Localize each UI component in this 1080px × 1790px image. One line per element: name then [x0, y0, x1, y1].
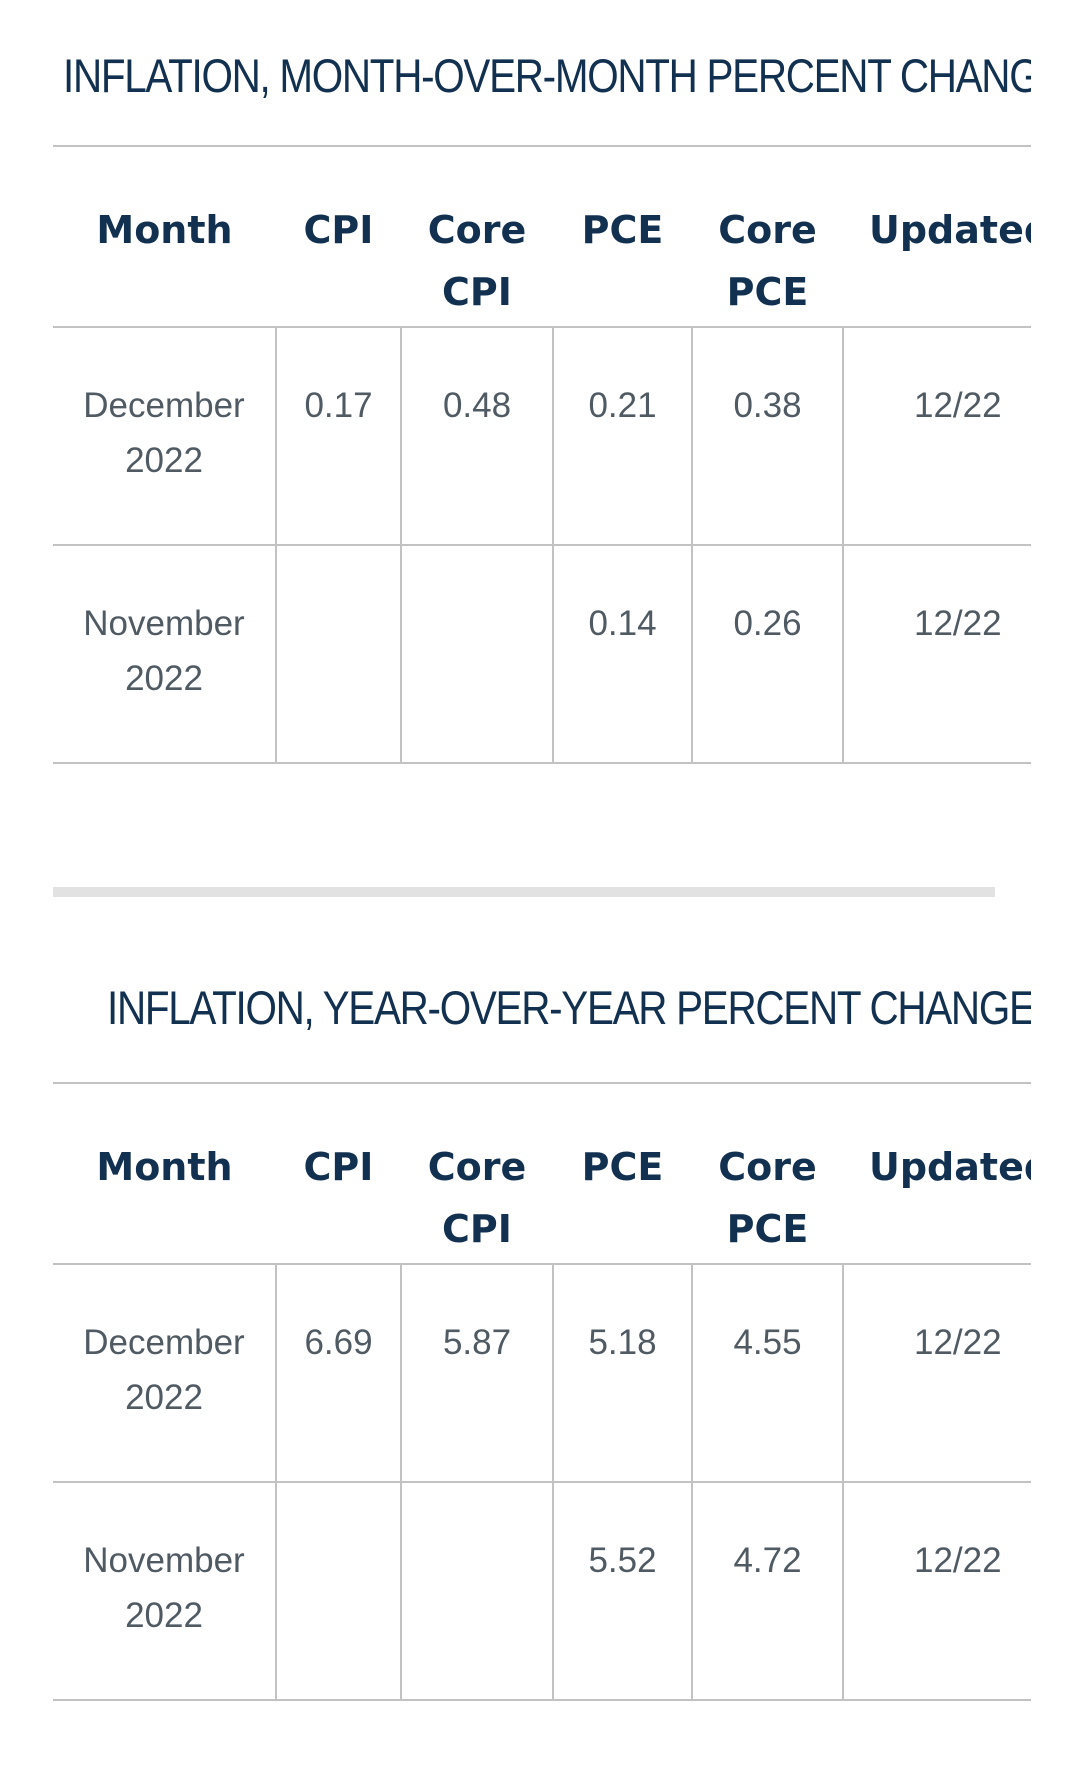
cell-core-cpi [401, 1482, 554, 1701]
column-header-core-cpi: Core CPI [401, 147, 553, 328]
table-header-row: Month CPI Core CPI PCE Core PCE Updated [53, 1084, 1031, 1265]
column-header-core-pce: Core PCE [692, 147, 843, 328]
section-divider [53, 887, 995, 897]
cell-core-cpi: 5.87 [401, 1264, 554, 1483]
column-header-core-cpi: Core CPI [401, 1084, 553, 1265]
cell-pce: 5.18 [553, 1264, 693, 1483]
column-header-updated: Updated [843, 1084, 1031, 1265]
cell-pce: 0.21 [553, 327, 693, 546]
cell-core-pce: 0.38 [692, 327, 844, 546]
cell-core-pce: 4.72 [692, 1482, 844, 1701]
column-header-cpi: CPI [276, 147, 401, 328]
table-header-row: Month CPI Core CPI PCE Core PCE Updated [53, 147, 1031, 328]
cell-cpi: 0.17 [276, 327, 402, 546]
cell-pce: 5.52 [553, 1482, 693, 1701]
cell-updated: 12/22 [843, 1264, 1031, 1483]
mom-inflation-panel: INFLATION, MONTH-OVER-MONTH PERCENT CHAN… [53, 0, 1031, 820]
cell-month: December 2022 [53, 327, 277, 546]
cell-core-cpi [401, 545, 554, 764]
yoy-inflation-panel: INFLATION, YEAR-OVER-YEAR PERCENT CHANGE… [53, 940, 1031, 1790]
table-row: December 2022 6.69 5.87 5.18 4.55 12/22 [53, 1264, 1031, 1483]
yoy-inflation-table: Month CPI Core CPI PCE Core PCE Update d … [53, 1084, 1031, 1701]
cell-updated: 12/22 [843, 1482, 1031, 1701]
mom-title-rule [53, 145, 1031, 147]
cell-cpi [276, 1482, 402, 1701]
cell-month: November 2022 [53, 1482, 277, 1701]
cell-core-cpi: 0.48 [401, 327, 554, 546]
cell-updated: 12/22 [843, 545, 1031, 764]
cell-cpi: 6.69 [276, 1264, 402, 1483]
cell-pce: 0.14 [553, 545, 693, 764]
cell-updated: 12/22 [843, 327, 1031, 546]
table-row: November 2022 5.52 4.72 12/22 [53, 1482, 1031, 1701]
table-row: November 2022 0.14 0.26 12/22 [53, 545, 1031, 764]
column-header-pce: PCE [553, 1084, 692, 1265]
column-header-month: Month [53, 1084, 276, 1265]
mom-table-title: INFLATION, MONTH-OVER-MONTH PERCENT CHAN… [63, 49, 1031, 102]
column-header-core-pce: Core PCE [692, 1084, 843, 1265]
cell-month: December 2022 [53, 1264, 277, 1483]
mom-inflation-table: Month CPI Core CPI PCE Core PCE Update d … [53, 147, 1031, 764]
cell-core-pce: 4.55 [692, 1264, 844, 1483]
column-header-cpi: CPI [276, 1084, 401, 1265]
yoy-table-title: INFLATION, YEAR-OVER-YEAR PERCENT CHANGE [107, 981, 1031, 1034]
cell-cpi [276, 545, 402, 764]
column-header-updated: Updated [843, 147, 1031, 328]
cell-month: November 2022 [53, 545, 277, 764]
cell-core-pce: 0.26 [692, 545, 844, 764]
yoy-title-rule [53, 1082, 1031, 1084]
table-row: December 2022 0.17 0.48 0.21 0.38 12/22 [53, 327, 1031, 546]
column-header-pce: PCE [553, 147, 692, 328]
column-header-month: Month [53, 147, 276, 328]
